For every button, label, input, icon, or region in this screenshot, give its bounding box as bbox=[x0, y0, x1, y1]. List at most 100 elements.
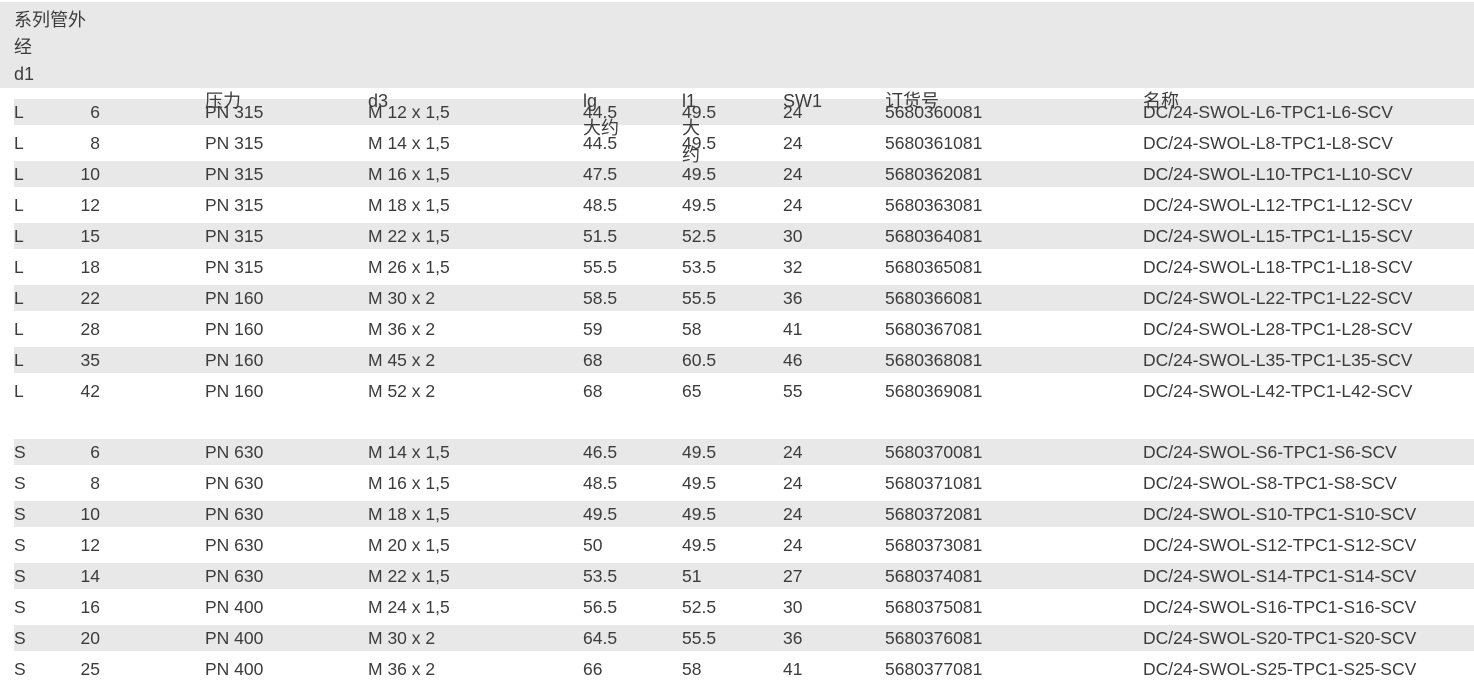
cell-d3: M 36 x 2 bbox=[368, 658, 436, 679]
cell-l1: 49.5 bbox=[682, 534, 717, 555]
cell-name: DC/24-SWOL-L12-TPC1-L12-SCV bbox=[1143, 194, 1413, 215]
cell-order-no: 5680372081 bbox=[885, 503, 983, 524]
cell-pressure: PN 630 bbox=[205, 503, 264, 524]
cell-d1: 18 bbox=[80, 256, 100, 277]
table-row: S 16 PN 400 M 24 x 1,5 56.5 52.5 30 5680… bbox=[0, 592, 1474, 623]
cell-sw1: 41 bbox=[783, 318, 803, 339]
cell-pressure: PN 315 bbox=[205, 256, 264, 277]
cell-d1: 10 bbox=[80, 503, 100, 524]
table-row: L 15 PN 315 M 22 x 1,5 51.5 52.5 30 5680… bbox=[0, 221, 1474, 252]
cell-pressure: PN 160 bbox=[205, 318, 264, 339]
cell-l1: 58 bbox=[682, 658, 702, 679]
cell-d1: 8 bbox=[90, 472, 100, 493]
cell-name: DC/24-SWOL-S12-TPC1-S12-SCV bbox=[1143, 534, 1417, 555]
cell-sw1: 32 bbox=[783, 256, 803, 277]
cell-order-no: 5680374081 bbox=[885, 565, 983, 586]
cell-series: S bbox=[14, 441, 26, 462]
cell-d3: M 36 x 2 bbox=[368, 318, 436, 339]
cell-sw1: 36 bbox=[783, 627, 803, 648]
cell-pressure: PN 630 bbox=[205, 441, 264, 462]
cell-l1: 49.5 bbox=[682, 101, 717, 122]
cell-sw1: 46 bbox=[783, 349, 803, 370]
cell-d1: 25 bbox=[80, 658, 100, 679]
cell-lg: 66 bbox=[583, 658, 603, 679]
cell-series: L bbox=[14, 318, 24, 339]
cell-sw1: 27 bbox=[783, 565, 803, 586]
cell-d3: M 14 x 1,5 bbox=[368, 132, 450, 153]
column-header-name: 名称 bbox=[1143, 91, 1179, 111]
cell-l1: 49.5 bbox=[682, 503, 717, 524]
cell-lg: 50 bbox=[583, 534, 603, 555]
cell-name: DC/24-SWOL-S10-TPC1-S10-SCV bbox=[1143, 503, 1417, 524]
cell-d1: 14 bbox=[80, 565, 100, 586]
cell-name: DC/24-SWOL-L8-TPC1-L8-SCV bbox=[1143, 132, 1393, 153]
series-s-group: S 6 PN 630 M 14 x 1,5 46.5 49.5 24 56803… bbox=[0, 437, 1474, 681]
cell-l1: 52.5 bbox=[682, 596, 717, 617]
table-row: S 12 PN 630 M 20 x 1,5 50 49.5 24 568037… bbox=[0, 530, 1474, 561]
cell-l1: 55.5 bbox=[682, 287, 717, 308]
cell-l1: 51 bbox=[682, 565, 702, 586]
cell-d3: M 14 x 1,5 bbox=[368, 441, 450, 462]
cell-l1: 49.5 bbox=[682, 472, 717, 493]
cell-series: L bbox=[14, 163, 24, 184]
group-gap bbox=[0, 407, 1474, 437]
cell-lg: 51.5 bbox=[583, 225, 618, 246]
cell-pressure: PN 630 bbox=[205, 534, 264, 555]
cell-pressure: PN 315 bbox=[205, 132, 264, 153]
cell-d3: M 24 x 1,5 bbox=[368, 596, 450, 617]
cell-lg: 49.5 bbox=[583, 503, 618, 524]
cell-d3: M 18 x 1,5 bbox=[368, 194, 450, 215]
cell-name: DC/24-SWOL-S20-TPC1-S20-SCV bbox=[1143, 627, 1417, 648]
table-row: L 35 PN 160 M 45 x 2 68 60.5 46 56803680… bbox=[0, 345, 1474, 376]
cell-d1: 6 bbox=[90, 101, 100, 122]
cell-sw1: 24 bbox=[783, 101, 803, 122]
cell-name: DC/24-SWOL-L10-TPC1-L10-SCV bbox=[1143, 163, 1413, 184]
cell-series: L bbox=[14, 194, 24, 215]
cell-pressure: PN 630 bbox=[205, 472, 264, 493]
cell-order-no: 5680362081 bbox=[885, 163, 983, 184]
table-row: L 8 PN 315 M 14 x 1,5 44.5 49.5 24 56803… bbox=[0, 128, 1474, 159]
cell-pressure: PN 160 bbox=[205, 349, 264, 370]
cell-d3: M 26 x 1,5 bbox=[368, 256, 450, 277]
cell-sw1: 24 bbox=[783, 132, 803, 153]
cell-name: DC/24-SWOL-L6-TPC1-L6-SCV bbox=[1143, 101, 1393, 122]
cell-series: S bbox=[14, 503, 26, 524]
cell-pressure: PN 160 bbox=[205, 287, 264, 308]
cell-sw1: 24 bbox=[783, 472, 803, 493]
table-row: S 14 PN 630 M 22 x 1,5 53.5 51 27 568037… bbox=[0, 561, 1474, 592]
cell-d3: M 16 x 1,5 bbox=[368, 163, 450, 184]
cell-lg: 46.5 bbox=[583, 441, 618, 462]
cell-lg: 68 bbox=[583, 380, 603, 401]
cell-pressure: PN 400 bbox=[205, 658, 264, 679]
cell-series: S bbox=[14, 596, 26, 617]
cell-d3: M 20 x 1,5 bbox=[368, 534, 450, 555]
cell-order-no: 5680367081 bbox=[885, 318, 983, 339]
cell-d1: 28 bbox=[80, 318, 100, 339]
cell-lg: 48.5 bbox=[583, 194, 618, 215]
cell-pressure: PN 315 bbox=[205, 225, 264, 246]
cell-d3: M 30 x 2 bbox=[368, 627, 436, 648]
cell-pressure: PN 400 bbox=[205, 627, 264, 648]
cell-d1: 10 bbox=[80, 163, 100, 184]
cell-order-no: 5680375081 bbox=[885, 596, 983, 617]
cell-name: DC/24-SWOL-L42-TPC1-L42-SCV bbox=[1143, 380, 1413, 401]
cell-lg: 55.5 bbox=[583, 256, 618, 277]
cell-lg: 68 bbox=[583, 349, 603, 370]
column-header-l1: l1 大 约 bbox=[682, 91, 700, 165]
cell-d1: 42 bbox=[80, 380, 100, 401]
cell-l1: 52.5 bbox=[682, 225, 717, 246]
table-row: S 6 PN 630 M 14 x 1,5 46.5 49.5 24 56803… bbox=[0, 437, 1474, 468]
cell-name: DC/24-SWOL-S8-TPC1-S8-SCV bbox=[1143, 472, 1397, 493]
cell-l1: 55.5 bbox=[682, 627, 717, 648]
cell-order-no: 5680370081 bbox=[885, 441, 983, 462]
cell-order-no: 5680376081 bbox=[885, 627, 983, 648]
series-l-group: L 6 PN 315 M 12 x 1,5 44.5 49.5 24 56803… bbox=[0, 97, 1474, 407]
cell-lg: 56.5 bbox=[583, 596, 618, 617]
cell-sw1: 24 bbox=[783, 441, 803, 462]
cell-series: L bbox=[14, 380, 24, 401]
table-row: L 12 PN 315 M 18 x 1,5 48.5 49.5 24 5680… bbox=[0, 190, 1474, 221]
table-row: L 10 PN 315 M 16 x 1,5 47.5 49.5 24 5680… bbox=[0, 159, 1474, 190]
table-row: S 8 PN 630 M 16 x 1,5 48.5 49.5 24 56803… bbox=[0, 468, 1474, 499]
cell-d1: 15 bbox=[80, 225, 100, 246]
cell-d1: 12 bbox=[80, 534, 100, 555]
